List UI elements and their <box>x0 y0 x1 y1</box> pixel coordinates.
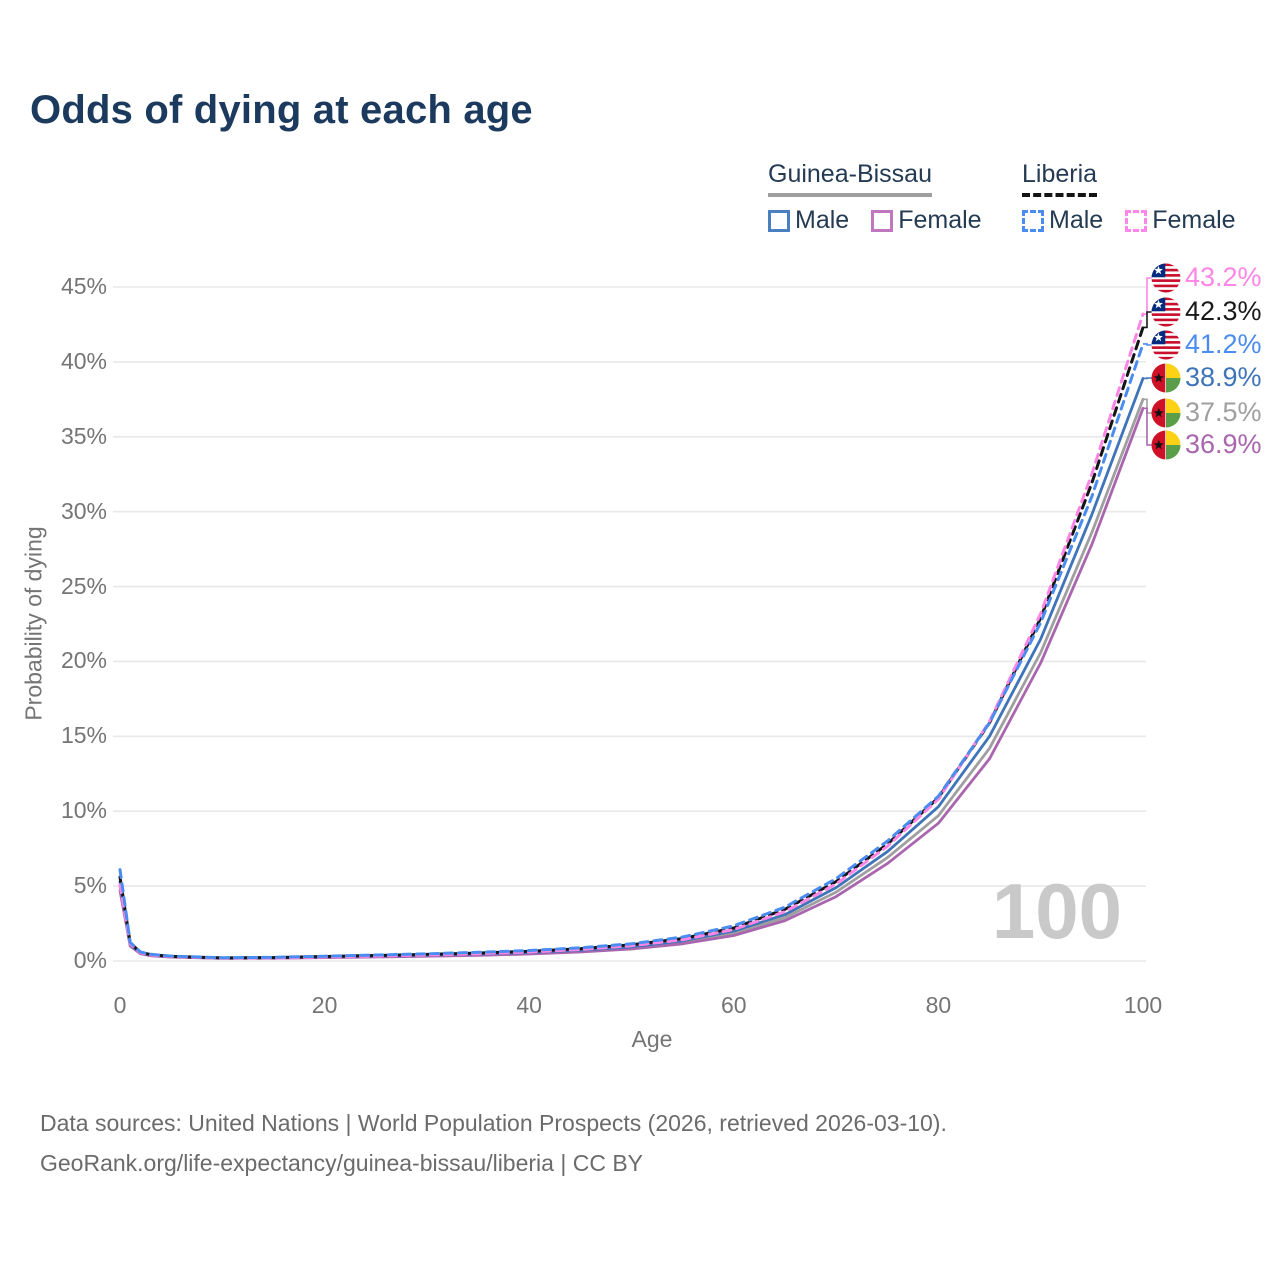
end-label-connector <box>1143 311 1152 329</box>
legend-item-label: Female <box>898 206 982 234</box>
star-icon <box>1153 439 1164 450</box>
end-value-label: 43.2% <box>1185 262 1262 292</box>
gb-male-solid-swatch-icon <box>768 209 790 232</box>
y-tick-label: 5% <box>73 872 107 899</box>
x-tick-label: 80 <box>925 992 952 1018</box>
end-label-connector <box>1143 343 1152 346</box>
end-value-label: 36.9% <box>1185 429 1262 459</box>
legend-item-label: Male <box>795 206 850 234</box>
guinea-bissau-flag-icon <box>1151 430 1181 460</box>
end-label-connector <box>1143 398 1152 414</box>
x-tick-label: 0 <box>113 992 127 1018</box>
legend-group-liberia: Liberia Male Female <box>1022 160 1236 235</box>
star-icon <box>1153 407 1164 418</box>
y-tick-label: 25% <box>60 572 107 599</box>
liberia-male-dashed-swatch-icon <box>1022 209 1044 232</box>
liberia-flag-icon <box>1151 330 1181 360</box>
liberia-female-dashed-swatch-icon <box>1125 209 1148 232</box>
guinea-bissau-flag-icon <box>1151 363 1181 393</box>
footer-attribution: GeoRank.org/life-expectancy/guinea-bissa… <box>40 1150 643 1176</box>
legend-group-guinea-bissau: Guinea-Bissau Male Female <box>768 160 982 235</box>
y-tick-label: 10% <box>60 797 107 824</box>
end-value-label: 37.5% <box>1185 397 1262 427</box>
legend-items-liberia: Male Female <box>1022 206 1236 235</box>
legend-item-gb-male[interactable]: Male <box>768 206 849 235</box>
end-label-connector <box>1143 277 1152 315</box>
x-tick-label: 40 <box>516 992 542 1018</box>
end-label-connector <box>1143 407 1152 446</box>
legend-item-label: Female <box>1152 206 1236 234</box>
x-tick-label: 100 <box>1123 992 1163 1018</box>
series-line-liberia-both[interactable] <box>118 325 1145 960</box>
star-icon <box>1153 372 1164 383</box>
legend-items-guinea-bissau: Male Female <box>768 206 982 235</box>
end-value-label: 38.9% <box>1185 362 1262 392</box>
series-line-liberia-male[interactable] <box>118 342 1145 960</box>
y-tick-label: 40% <box>60 347 107 374</box>
star-icon <box>1154 299 1163 309</box>
series-line-guinea-bissau-both[interactable] <box>118 397 1145 960</box>
star-icon <box>1154 265 1163 275</box>
end-value-label: 42.3% <box>1185 296 1262 326</box>
legend-item-label: Male <box>1049 206 1104 234</box>
legend-item-liberia-female[interactable]: Female <box>1125 206 1236 235</box>
legend-header-liberia[interactable]: Liberia <box>1022 160 1098 197</box>
guinea-bissau-flag-icon <box>1151 398 1181 428</box>
age-watermark: 100 <box>991 867 1122 955</box>
y-tick-label: 15% <box>60 722 107 749</box>
star-icon <box>1154 332 1163 342</box>
y-tick-label: 30% <box>60 497 107 524</box>
liberia-flag-icon <box>1151 263 1181 293</box>
liberia-flag-icon <box>1151 297 1181 327</box>
x-axis-title: Age <box>631 1026 673 1052</box>
page-title: Odds of dying at each age <box>30 88 533 132</box>
legend-header-guinea-bissau[interactable]: Guinea-Bissau <box>768 160 932 197</box>
gb-female-solid-swatch-icon <box>871 209 894 232</box>
y-tick-label: 20% <box>60 647 107 674</box>
x-tick-label: 20 <box>311 992 338 1018</box>
end-value-label: 41.2% <box>1185 329 1262 359</box>
series-line-guinea-bissau-female[interactable] <box>118 406 1145 960</box>
legend-item-liberia-male[interactable]: Male <box>1022 206 1103 235</box>
series-line-liberia-female[interactable] <box>118 312 1145 960</box>
legend-item-gb-female[interactable]: Female <box>871 206 982 235</box>
y-tick-label: 45% <box>60 273 107 299</box>
x-tick-label: 60 <box>721 992 747 1018</box>
footer-data-sources: Data sources: United Nations | World Pop… <box>40 1110 947 1136</box>
y-tick-label: 0% <box>73 947 107 973</box>
y-tick-label: 35% <box>60 422 107 449</box>
series-line-guinea-bissau-male[interactable] <box>118 376 1145 960</box>
